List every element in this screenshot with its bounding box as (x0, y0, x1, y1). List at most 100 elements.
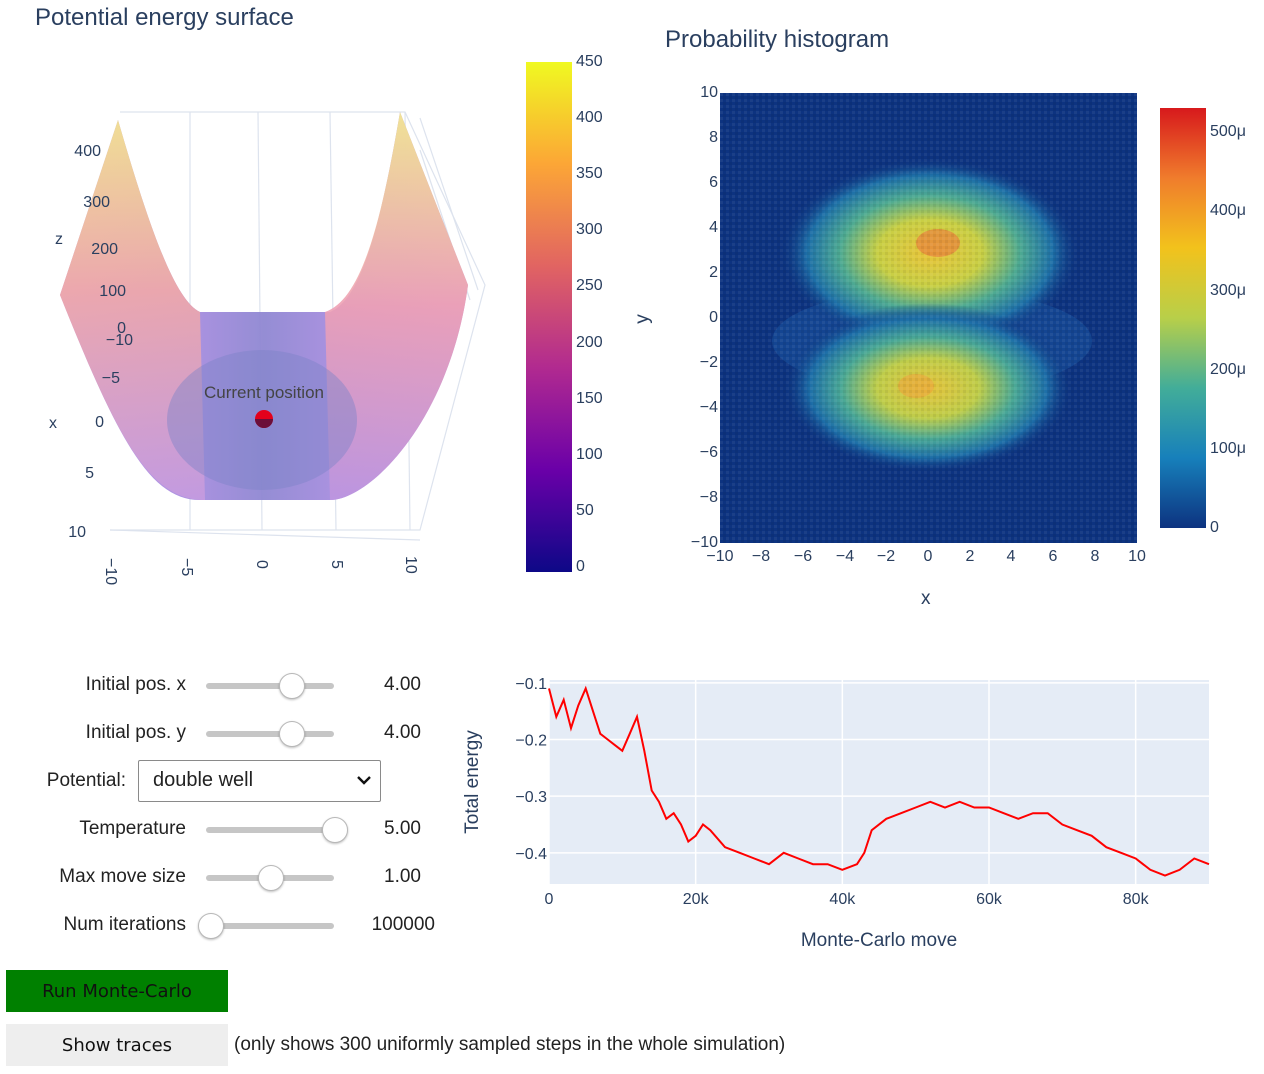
hist-y-tick: −10 (690, 534, 718, 551)
y-base-tick: 0 (253, 560, 270, 569)
energy-x-tick: 40k (829, 891, 856, 908)
temperature-slider[interactable] (206, 817, 348, 843)
energy-y-tick: −0.4 (515, 846, 547, 863)
hist-y-tick: −4 (699, 399, 718, 416)
hist-colorbar-tick: 300μ (1210, 282, 1246, 299)
z-axis-label: z (55, 231, 63, 248)
energy-x-tick: 60k (976, 891, 1003, 908)
colorbar-tick: 250 (576, 277, 603, 294)
max-move-slider-knob[interactable] (258, 865, 284, 891)
z-tick: 200 (91, 241, 118, 258)
num-iter-slider-knob[interactable] (198, 913, 224, 939)
colorbar-tick: 450 (576, 53, 603, 70)
x-depth-tick: 0 (95, 414, 104, 431)
z-tick: 0 (117, 320, 126, 337)
z-tick: 300 (83, 194, 110, 211)
show-traces-button[interactable]: Show traces (6, 1024, 228, 1066)
hist-y-tick: −6 (699, 444, 718, 461)
energy-grid (548, 680, 1209, 884)
run-monte-carlo-button[interactable]: Run Monte-Carlo (6, 970, 228, 1012)
colorbar-tick: 400 (576, 109, 603, 126)
temperature-slider-knob[interactable] (322, 817, 348, 843)
hist-x-tick: −2 (876, 548, 896, 565)
hist-colorbar-tick: 500μ (1210, 123, 1246, 140)
num-iter-label: Num iterations (63, 914, 187, 935)
energy-chart[interactable]: 0 20k 40k 60k 80k −0.1 −0.2 −0.3 −0.4 Monte-Car… (440, 660, 1240, 960)
hist-y-tick: −2 (699, 354, 718, 371)
energy-y-label: Total energy (462, 730, 483, 834)
colorbar-tick: 300 (576, 221, 603, 238)
num-iter-value: 100000 (371, 914, 435, 935)
potential-selected-value: double well (153, 769, 254, 791)
hist-x-tick: 2 (965, 548, 975, 565)
energy-x-tick: 80k (1123, 891, 1150, 908)
potential-select[interactable]: double well (138, 760, 381, 802)
y-base-tick: −5 (178, 558, 195, 576)
max-move-slider[interactable] (206, 865, 334, 891)
surface-plot[interactable]: Current position z 400 300 200 100 0 x −… (0, 0, 520, 600)
max-move-label: Max move size (59, 866, 186, 887)
hist-x-tick: 10 (1128, 548, 1146, 565)
x-axis-label: x (49, 415, 57, 432)
colorbar-tick: 50 (576, 502, 594, 519)
init-y-label: Initial pos. y (85, 722, 186, 743)
hist-colorbar-tick: 100μ (1210, 440, 1246, 457)
hist-y-tick: 6 (709, 174, 718, 191)
init-y-slider[interactable] (206, 721, 334, 747)
x-depth-tick: −5 (102, 370, 120, 387)
x-depth-tick: 10 (68, 524, 86, 541)
energy-x-label: Monte-Carlo move (801, 930, 957, 951)
colorbar-tick: 0 (576, 558, 585, 575)
histogram-colorbar (1160, 108, 1206, 528)
hist-y-tick: 0 (709, 309, 718, 326)
energy-y-tick: −0.1 (515, 676, 547, 693)
x-depth-tick: 5 (85, 465, 94, 482)
energy-x-tick: 0 (545, 891, 554, 908)
chevron-down-icon (357, 776, 371, 785)
marker-label: Current position (204, 383, 324, 402)
hist-x-tick: 8 (1090, 548, 1100, 565)
hist-x-tick: −10 (706, 548, 734, 565)
init-y-slider-knob[interactable] (278, 721, 305, 747)
hist-colorbar-tick: 200μ (1210, 361, 1246, 378)
colorbar-tick: 150 (576, 390, 603, 407)
z-tick: 400 (74, 143, 101, 160)
potential-label: Potential: (46, 770, 126, 791)
init-y-value: 4.00 (384, 722, 421, 743)
energy-plot-area (549, 680, 1209, 884)
init-x-slider-knob[interactable] (278, 673, 305, 699)
potential-surface (60, 112, 468, 500)
hist-y-label: y (631, 314, 653, 324)
hist-x-tick: −4 (835, 548, 855, 565)
probability-heatmap[interactable] (720, 93, 1137, 543)
surface-title: Potential energy surface (35, 4, 294, 31)
temperature-value: 5.00 (384, 818, 421, 839)
traces-note: (only shows 300 uniformly sampled steps … (234, 1034, 786, 1055)
hist-y-tick: 8 (709, 129, 718, 146)
hist-x-tick: −8 (751, 548, 771, 565)
hist-y-tick: 4 (709, 219, 718, 236)
y-base-tick: −10 (102, 558, 119, 585)
temperature-label: Temperature (79, 818, 186, 839)
marker-shadow (255, 419, 273, 428)
num-iter-slider[interactable] (198, 913, 334, 939)
z-tick: 100 (99, 283, 126, 300)
energy-y-tick: −0.2 (515, 733, 547, 750)
hist-y-tick: 2 (709, 264, 718, 281)
energy-y-tick: −0.3 (515, 789, 547, 806)
hist-x-tick: 0 (923, 548, 933, 565)
hist-x-tick: 6 (1048, 548, 1058, 565)
hist-colorbar-tick: 400μ (1210, 202, 1246, 219)
colorbar-tick: 100 (576, 446, 603, 463)
hist-x-label: x (921, 588, 931, 609)
hist-y-tick: −8 (699, 489, 718, 506)
histogram-title: Probability histogram (665, 26, 890, 53)
hist-x-tick: −6 (793, 548, 813, 565)
init-x-value: 4.00 (384, 674, 421, 695)
init-x-slider[interactable] (206, 673, 334, 699)
surface-colorbar (526, 62, 572, 572)
max-move-value: 1.00 (384, 866, 421, 887)
y-base-tick: 10 (402, 556, 419, 574)
hist-colorbar-tick: 0 (1210, 519, 1219, 536)
energy-x-tick: 20k (683, 891, 710, 908)
